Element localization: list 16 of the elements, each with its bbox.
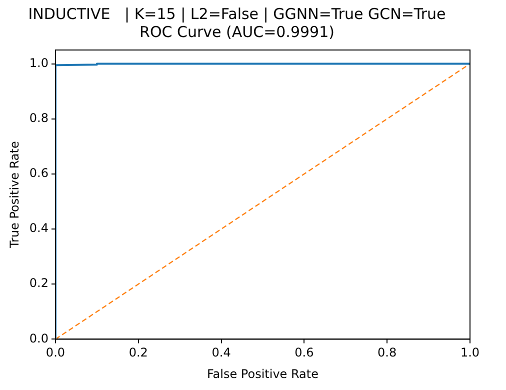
y-tick-label: 0.4	[29, 221, 48, 236]
y-tick-label: 0.0	[29, 331, 48, 346]
chart-subtitle: ROC Curve (AUC=0.9991)	[140, 22, 334, 41]
y-axis-title: True Positive Rate	[7, 141, 22, 250]
y-tick-label: 1.0	[29, 56, 48, 70]
x-tick-label: 0.6	[294, 346, 314, 360]
x-tick-label: 0.0	[46, 346, 66, 360]
chart-title: INDUCTIVE | K=15 | L2=False | GGNN=True GCN=True	[28, 4, 446, 23]
x-tick-label: 0.2	[128, 346, 148, 360]
y-tick-label: 0.6	[29, 166, 48, 180]
x-axis-title: False Positive Rate	[206, 366, 319, 381]
x-tick-label: 1.0	[460, 346, 480, 360]
y-tick-label: 0.2	[29, 276, 48, 290]
x-tick-label: 0.8	[378, 346, 397, 360]
x-tick-label: 0.4	[212, 346, 231, 360]
y-tick-label: 0.8	[29, 110, 48, 125]
